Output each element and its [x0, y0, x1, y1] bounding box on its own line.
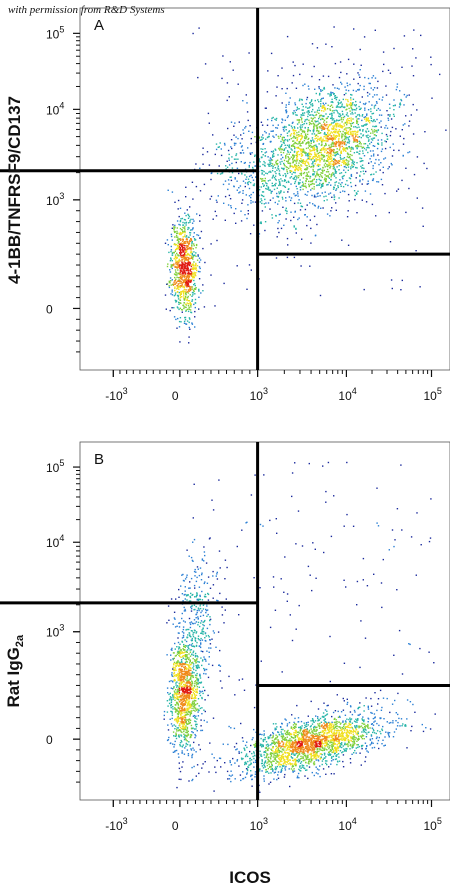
x-tick-label: -103: [105, 386, 127, 403]
panel-label: A: [94, 17, 104, 34]
panel-b-y-axis-label: Rat IgG2a: [4, 611, 26, 731]
x-tick-label: 0: [172, 819, 179, 833]
panel-a-plot: A -103 0 103 104 105 0 103 104 105: [0, 7, 450, 403]
y-tick-label: 104: [46, 533, 64, 550]
y-tick-label: 105: [46, 458, 64, 475]
y-tick-label: 103: [46, 191, 64, 208]
y-tick-label: 103: [46, 623, 64, 640]
y-tick-label: 105: [46, 24, 64, 41]
panel-label: B: [94, 451, 104, 468]
x-tick-label: 103: [250, 816, 268, 833]
plot-frame: [79, 7, 450, 371]
panel-b-y-label-main: Rat IgG: [3, 647, 23, 708]
x-tick-label: 104: [338, 816, 356, 833]
x-tick-label: 103: [250, 386, 268, 403]
x-tick-label: 104: [338, 386, 356, 403]
panel-a-y-axis-label: 4-1BB/TNFRSF9/CD137: [5, 96, 24, 284]
y-tick-label: 104: [46, 100, 64, 117]
panel-b-y-label-sub: 2a: [14, 634, 27, 648]
x-tick-label: 0: [172, 389, 179, 403]
x-tick-label: 105: [424, 816, 442, 833]
y-tick-label: 0: [46, 733, 53, 747]
panel-b-plot: B -103 0 103 104 105 0 103 104 105: [0, 441, 450, 833]
y-tick-label: 0: [46, 302, 53, 316]
plot-frame: [79, 441, 450, 801]
x-tick-label: 105: [424, 386, 442, 403]
x-tick-label: -103: [105, 816, 127, 833]
x-axis-label: ICOS: [229, 868, 271, 887]
density-dots: [163, 461, 436, 793]
watermark: with permission from R&D Systems: [8, 4, 165, 16]
density-dots: [164, 26, 447, 344]
